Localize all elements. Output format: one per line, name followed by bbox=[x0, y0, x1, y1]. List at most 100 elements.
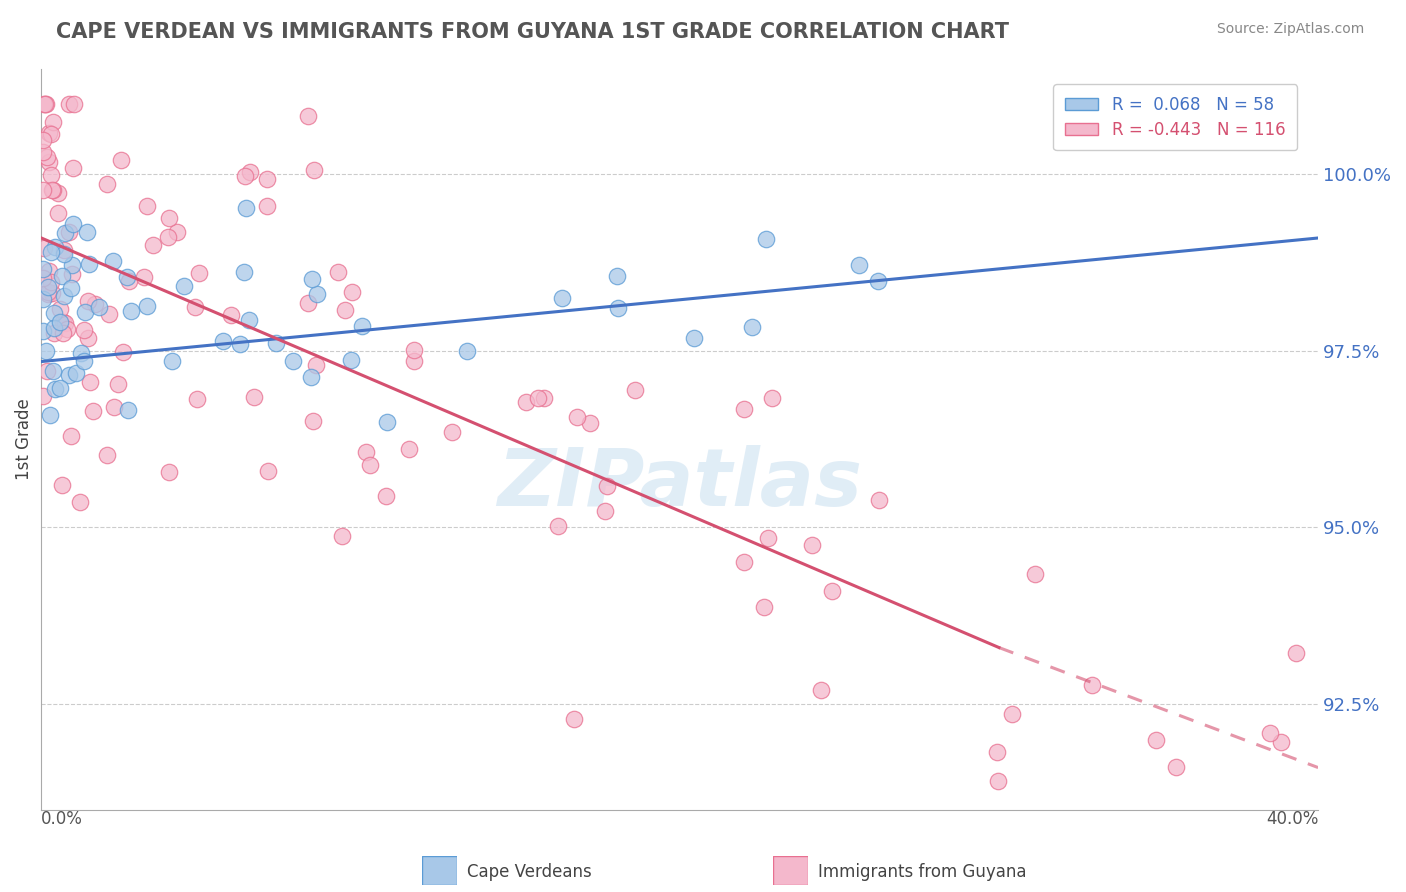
Point bbox=[330, 529, 353, 543]
Text: Source: ZipAtlas.com: Source: ZipAtlas.com bbox=[1216, 22, 1364, 37]
Point bbox=[564, 712, 586, 726]
Text: Immigrants from Guyana: Immigrants from Guyana bbox=[818, 863, 1026, 881]
Point bbox=[39, 127, 62, 141]
Point bbox=[82, 403, 104, 417]
Point bbox=[733, 401, 755, 416]
Point bbox=[239, 165, 262, 179]
Point bbox=[42, 364, 65, 378]
Point bbox=[41, 115, 63, 129]
Point bbox=[134, 270, 156, 285]
Point bbox=[232, 265, 254, 279]
Point bbox=[51, 326, 73, 340]
Point bbox=[51, 478, 73, 492]
Point bbox=[156, 229, 179, 244]
Point bbox=[49, 381, 72, 395]
Point bbox=[41, 183, 63, 197]
Point bbox=[333, 302, 356, 317]
Point bbox=[755, 232, 778, 246]
Point bbox=[235, 202, 257, 216]
Point bbox=[398, 442, 420, 457]
Point bbox=[187, 266, 209, 280]
Point bbox=[62, 217, 84, 231]
Point bbox=[44, 383, 66, 397]
Point bbox=[741, 319, 763, 334]
Point bbox=[173, 279, 195, 293]
Point bbox=[77, 294, 100, 309]
Point bbox=[229, 336, 252, 351]
Point bbox=[565, 409, 588, 424]
Point bbox=[305, 287, 328, 301]
Point bbox=[110, 153, 132, 167]
Point bbox=[79, 376, 101, 390]
Point bbox=[238, 313, 260, 327]
Point bbox=[243, 391, 266, 405]
Point bbox=[606, 269, 628, 284]
Point bbox=[84, 297, 107, 311]
Point bbox=[96, 448, 118, 462]
Point bbox=[257, 464, 280, 478]
Point bbox=[533, 391, 555, 405]
Point bbox=[596, 479, 619, 493]
Point bbox=[340, 285, 363, 299]
Point bbox=[52, 247, 75, 261]
Point bbox=[32, 270, 55, 285]
Point bbox=[39, 275, 62, 289]
Point bbox=[44, 240, 66, 254]
Point bbox=[60, 267, 83, 281]
Point bbox=[112, 345, 135, 359]
Point bbox=[1164, 760, 1187, 774]
Point bbox=[41, 183, 63, 197]
Point bbox=[42, 326, 65, 340]
Point bbox=[375, 489, 398, 503]
Point bbox=[607, 301, 630, 315]
Point bbox=[32, 145, 55, 160]
Point bbox=[53, 243, 76, 257]
Point bbox=[551, 292, 574, 306]
Y-axis label: 1st Grade: 1st Grade bbox=[15, 399, 32, 480]
Point bbox=[527, 391, 550, 405]
Point bbox=[34, 96, 56, 111]
Point bbox=[233, 169, 256, 184]
Point bbox=[578, 416, 600, 430]
Point bbox=[32, 292, 55, 306]
Point bbox=[77, 257, 100, 271]
Point bbox=[142, 237, 165, 252]
Point bbox=[60, 258, 83, 272]
Point bbox=[42, 321, 65, 335]
Point bbox=[53, 226, 76, 240]
Point bbox=[35, 96, 58, 111]
Point bbox=[264, 336, 287, 351]
Point bbox=[60, 281, 83, 295]
Point bbox=[52, 289, 75, 303]
Text: 40.0%: 40.0% bbox=[1265, 810, 1319, 828]
Point bbox=[350, 319, 373, 334]
Point bbox=[402, 353, 425, 368]
Point bbox=[58, 225, 80, 239]
Point bbox=[305, 359, 328, 373]
Point bbox=[37, 280, 59, 294]
Point bbox=[184, 301, 207, 315]
Point bbox=[1270, 734, 1292, 748]
Point bbox=[456, 343, 478, 358]
Point bbox=[38, 155, 60, 169]
Point bbox=[39, 409, 62, 423]
Point bbox=[118, 275, 141, 289]
Point bbox=[32, 133, 55, 147]
Point bbox=[103, 400, 125, 414]
Point bbox=[593, 504, 616, 518]
Point bbox=[38, 126, 60, 140]
Point bbox=[51, 268, 73, 283]
Point bbox=[1258, 726, 1281, 740]
Point bbox=[377, 415, 399, 429]
Point bbox=[868, 493, 890, 508]
Point bbox=[733, 555, 755, 569]
Point bbox=[120, 304, 142, 318]
Point bbox=[73, 354, 96, 368]
Point bbox=[801, 538, 824, 552]
Point bbox=[96, 177, 118, 191]
Point bbox=[301, 272, 323, 286]
Point bbox=[59, 429, 82, 443]
Text: Cape Verdeans: Cape Verdeans bbox=[467, 863, 592, 881]
Point bbox=[53, 316, 76, 330]
Point bbox=[58, 368, 80, 383]
